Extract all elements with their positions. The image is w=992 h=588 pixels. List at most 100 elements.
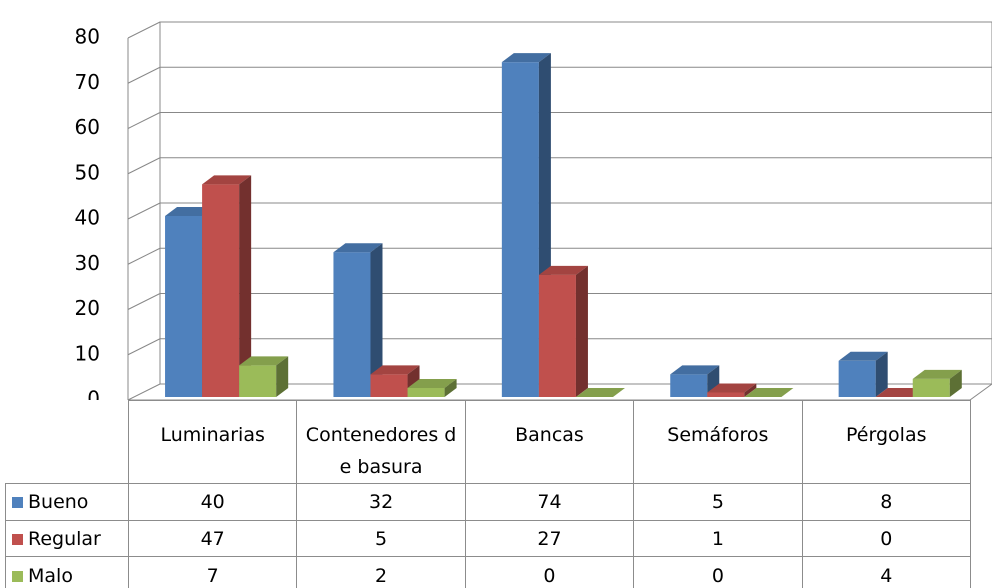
legend-entry: Bueno bbox=[5, 483, 129, 521]
bar-top bbox=[239, 356, 289, 366]
table-value: 40 bbox=[127, 483, 298, 521]
category-label: Bancas bbox=[464, 400, 635, 484]
grid-line-side bbox=[127, 293, 161, 310]
table-value: 5 bbox=[296, 520, 466, 557]
bar-top bbox=[575, 388, 625, 397]
y-tick-label: 50 bbox=[75, 160, 100, 184]
grid-line-side bbox=[127, 112, 161, 129]
bar-side bbox=[370, 243, 383, 397]
header-row: Luminarias Contenedores de basura Bancas Se… bbox=[5, 400, 971, 484]
bar-top bbox=[875, 388, 925, 397]
category-label: Semáforos bbox=[633, 400, 803, 484]
grid-line-side bbox=[127, 247, 161, 265]
legend-label: Regular bbox=[28, 527, 101, 550]
grid-line-side bbox=[127, 157, 161, 175]
bar-front bbox=[670, 374, 708, 397]
bar-front bbox=[407, 387, 445, 397]
table-value: 32 bbox=[296, 483, 466, 521]
corner bbox=[5, 400, 129, 484]
y-tick-label: 40 bbox=[75, 206, 100, 230]
category-label: Contenedores de basura bbox=[296, 400, 466, 484]
bar bbox=[239, 356, 289, 397]
bar-top bbox=[165, 207, 215, 216]
bar-top bbox=[333, 243, 383, 253]
bar-top bbox=[912, 369, 962, 379]
bar-front bbox=[370, 374, 408, 397]
bar-front bbox=[165, 216, 203, 397]
bar bbox=[744, 388, 794, 397]
legend-swatch bbox=[12, 570, 23, 582]
bar-front bbox=[202, 184, 240, 397]
y-tick-label: 10 bbox=[75, 341, 100, 365]
bar-side bbox=[276, 356, 289, 397]
grid-line-side bbox=[127, 202, 161, 220]
bar-side bbox=[744, 383, 757, 397]
bar-top bbox=[838, 351, 888, 361]
bar bbox=[575, 388, 625, 397]
table-value: 0 bbox=[633, 556, 803, 588]
table-value: 1 bbox=[633, 520, 803, 557]
legend-entry: Regular bbox=[5, 520, 129, 557]
bar bbox=[407, 378, 457, 397]
bar-top bbox=[538, 265, 588, 275]
category-label: Luminarias bbox=[127, 400, 298, 484]
table-value: 4 bbox=[801, 556, 971, 588]
bar-top bbox=[707, 383, 757, 393]
y-tick-label: 60 bbox=[75, 115, 100, 139]
bar bbox=[202, 175, 252, 397]
bar-front bbox=[239, 365, 277, 397]
bar-side bbox=[575, 265, 588, 397]
bar-side bbox=[444, 378, 457, 397]
bar-front bbox=[838, 360, 876, 397]
bar-front bbox=[333, 252, 371, 397]
grid-line-side bbox=[127, 383, 161, 400]
bar-front bbox=[538, 274, 576, 397]
bar bbox=[912, 369, 962, 397]
bar-side bbox=[875, 351, 888, 397]
table-value: 0 bbox=[801, 520, 971, 557]
table-value: 2 bbox=[296, 556, 466, 588]
y-tick-label: 20 bbox=[75, 296, 100, 320]
bar-side bbox=[239, 175, 252, 397]
table-value: 8 bbox=[801, 483, 971, 521]
bar bbox=[538, 265, 588, 397]
table-value: 7 bbox=[127, 556, 298, 588]
bar-front bbox=[912, 378, 950, 397]
series-row: Regular 47 5 27 1 0 bbox=[5, 520, 971, 557]
bar bbox=[875, 388, 925, 397]
bar-top bbox=[670, 365, 720, 375]
y-tick-label: 30 bbox=[75, 251, 100, 275]
table-value: 0 bbox=[464, 556, 635, 588]
table-value: 74 bbox=[464, 483, 635, 521]
bar-front bbox=[707, 392, 745, 397]
bar-top bbox=[407, 378, 457, 388]
legend-swatch bbox=[12, 497, 23, 508]
y-tick-label: 0 bbox=[87, 387, 100, 401]
series-row: Bueno 40 32 74 5 8 bbox=[5, 483, 971, 521]
grid-line-side bbox=[127, 21, 161, 39]
bar-top bbox=[202, 175, 252, 185]
chart: 0 10 20 30 40 50 60 70 80 bbox=[75, 21, 992, 401]
legend-label: Bueno bbox=[28, 491, 89, 513]
legend-swatch bbox=[12, 533, 23, 545]
y-tick-label: 80 bbox=[75, 25, 100, 49]
bar bbox=[333, 243, 383, 397]
legend-entry: Malo bbox=[5, 556, 129, 588]
bar-top bbox=[501, 53, 551, 63]
bar-front bbox=[501, 62, 539, 398]
bar-top bbox=[744, 388, 794, 397]
bar-top bbox=[370, 365, 420, 375]
floor-right bbox=[969, 383, 992, 400]
grid-line-side bbox=[127, 338, 161, 356]
bar bbox=[707, 383, 757, 397]
series-row: Malo 7 2 0 0 4 bbox=[5, 556, 971, 588]
y-tick-label: 70 bbox=[75, 70, 100, 94]
legend-label: Malo bbox=[28, 564, 73, 587]
bar bbox=[838, 351, 888, 397]
bar-side bbox=[949, 369, 962, 397]
table-value: 5 bbox=[633, 483, 803, 521]
category-label: Pérgolas bbox=[801, 400, 971, 484]
table-value: 27 bbox=[464, 520, 635, 557]
table-value: 47 bbox=[127, 520, 298, 557]
